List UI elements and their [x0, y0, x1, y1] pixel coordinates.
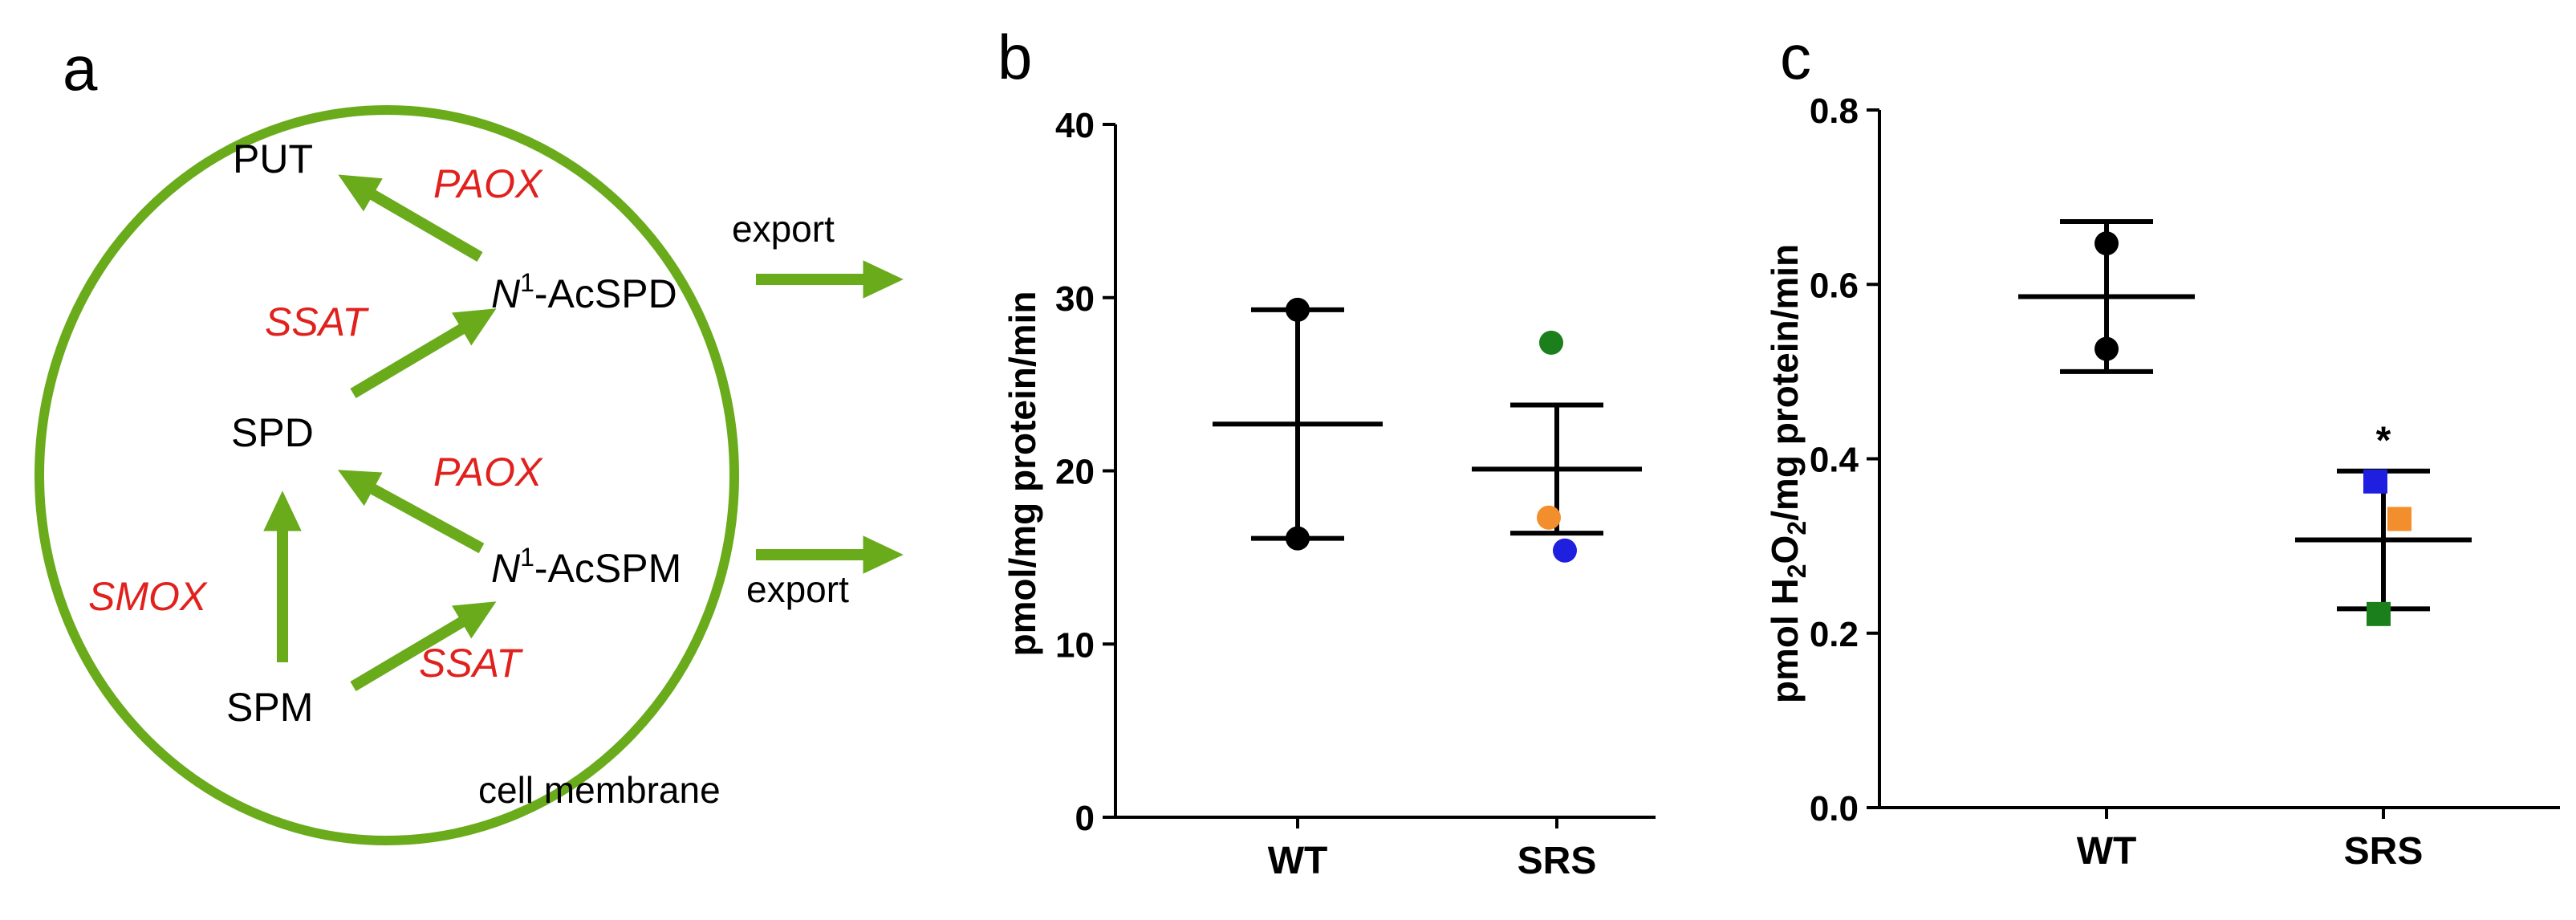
- y-tick-label: 30: [1055, 279, 1095, 319]
- panel-label-a: a: [63, 33, 98, 104]
- x-tick-label-srs: SRS: [1518, 840, 1597, 882]
- data-point-srs: [1539, 330, 1563, 355]
- significance-asterisk: *: [2376, 420, 2391, 462]
- panel-a-diagram: a PUT SPD SPM N1-AcSPD N1-AcSPM PAOX SSA…: [35, 33, 904, 845]
- node-acspm-sup: 1: [520, 543, 534, 572]
- membrane-label: cell membrane: [478, 769, 721, 811]
- x-tick-label-srs: SRS: [2344, 830, 2424, 873]
- y-tick-label: 0.2: [1810, 615, 1859, 654]
- node-acspd-name: -AcSPD: [534, 271, 677, 316]
- y-tick-label: 20: [1055, 453, 1095, 492]
- panel-b-chart: b pmol/mg protein/min 0 10 20 30 40 WT SRS: [997, 22, 1656, 882]
- node-acspd-sup: 1: [520, 268, 534, 297]
- chart-c-ylabel: pmol H2O2/mg protein/min: [1764, 244, 1811, 703]
- data-point-srs: [2363, 469, 2387, 494]
- y-tick-label: 0.6: [1810, 266, 1859, 305]
- node-acspd-n: N: [491, 271, 521, 316]
- arrow-acspd-to-put: [338, 174, 483, 263]
- enzyme-paox-2: PAOX: [433, 450, 543, 495]
- enzyme-ssat-1: SSAT: [265, 299, 369, 344]
- node-acspm-n: N: [491, 546, 521, 591]
- y-tick-label: 0.8: [1810, 92, 1859, 131]
- chart-b-plot: 0 10 20 30 40 WT SRS: [1055, 106, 1656, 882]
- data-point-wt: [1286, 526, 1310, 551]
- chart-c-ylabel-sub-2: 2: [1782, 521, 1811, 535]
- data-point-srs: [1537, 505, 1561, 530]
- y-tick-label: 0.0: [1810, 789, 1859, 828]
- chart-c-plot: 0.0 0.2 0.4 0.6 0.8 WT SRS *: [1810, 92, 2560, 873]
- y-tick-label: 10: [1055, 625, 1095, 665]
- data-point-srs: [2387, 507, 2411, 531]
- chart-c-ylabel-part-1: pmol H: [1764, 578, 1806, 703]
- y-tick-label: 40: [1055, 106, 1095, 145]
- data-point-wt: [2095, 336, 2119, 361]
- panel-label-b: b: [997, 22, 1032, 92]
- enzyme-ssat-2: SSAT: [419, 641, 523, 686]
- data-point-srs: [2367, 601, 2391, 626]
- node-put: PUT: [233, 136, 313, 181]
- y-tick-label: 0.4: [1810, 441, 1859, 480]
- data-point-srs: [1553, 538, 1577, 563]
- export-label-2: export: [746, 568, 849, 610]
- node-acspm-name: -AcSPM: [534, 546, 681, 591]
- panel-label-c: c: [1780, 22, 1811, 92]
- chart-c-ylabel-part-3: /mg protein/min: [1764, 244, 1806, 521]
- enzyme-smox: SMOX: [88, 574, 208, 619]
- export-label-1: export: [732, 208, 835, 250]
- chart-c-ylabel-sub-1: 2: [1782, 564, 1811, 578]
- arrow-acspm-to-spd: [337, 470, 485, 554]
- node-n1-acspm: N1-AcSPM: [491, 543, 681, 591]
- data-point-wt: [1286, 297, 1310, 322]
- panel-c-chart: c pmol H2O2/mg protein/min 0.00.20.40.60…: [1764, 22, 2560, 873]
- x-tick-label-wt: WT: [2077, 830, 2137, 873]
- data-point-wt: [2095, 231, 2119, 256]
- arrow-spd-to-acspd: [350, 308, 497, 399]
- cell-membrane-circle: [35, 105, 739, 845]
- y-tick-label: 0: [1075, 799, 1095, 838]
- x-tick-label-wt: WT: [1268, 840, 1328, 882]
- node-spm: SPM: [226, 685, 313, 730]
- arrow-spm-to-acspm: [350, 601, 497, 692]
- node-n1-acspd: N1-AcSPD: [491, 268, 677, 316]
- enzyme-paox-1: PAOX: [433, 161, 543, 206]
- chart-c-ylabel-part-2: O: [1764, 535, 1806, 564]
- chart-b-ylabel: pmol/mg protein/min: [1002, 291, 1043, 657]
- node-spd: SPD: [231, 410, 314, 455]
